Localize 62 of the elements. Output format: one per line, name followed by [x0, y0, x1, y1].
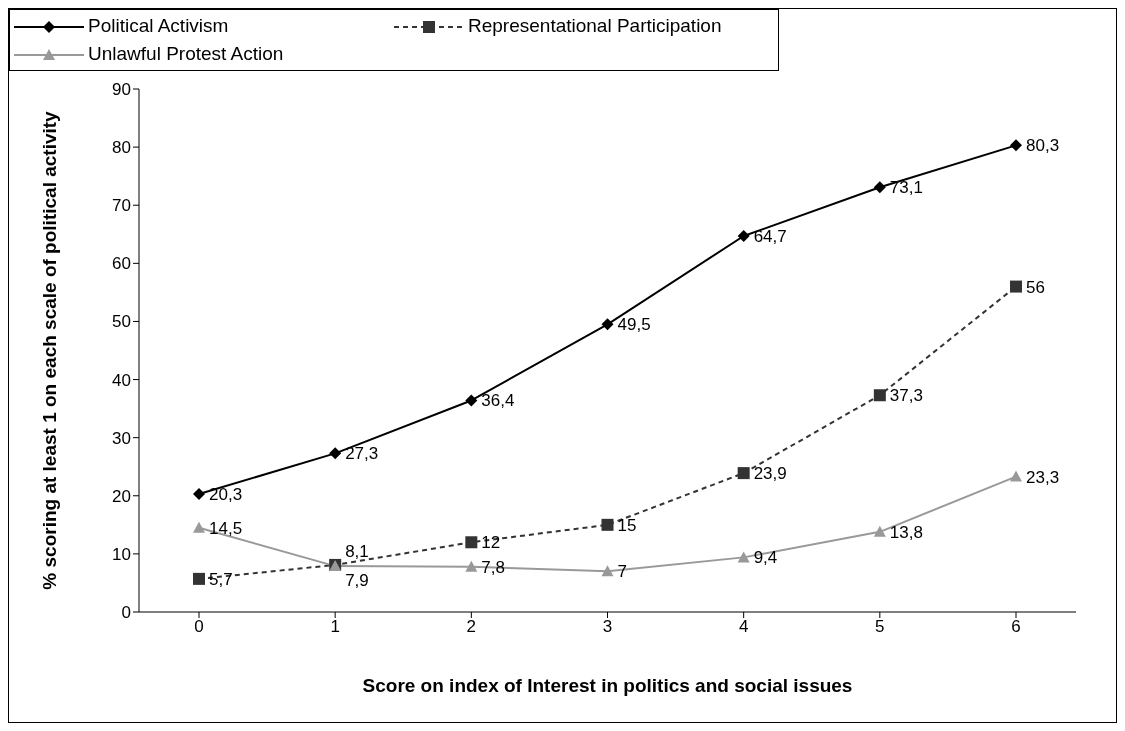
- data-label: 13,8: [889, 522, 923, 542]
- data-label: 49,5: [617, 315, 651, 335]
- point: [465, 394, 478, 407]
- legend-label: Political Activism: [87, 14, 230, 38]
- data-label: 56: [1026, 277, 1045, 297]
- y-tick-label: 40: [112, 370, 131, 390]
- x-tick-label: 5: [875, 617, 885, 637]
- data-label: 8,1: [345, 541, 369, 561]
- point: [737, 551, 750, 563]
- point: [737, 467, 750, 480]
- point: [601, 318, 614, 331]
- y-tick-label: 30: [112, 428, 131, 448]
- y-tick-label: 50: [112, 312, 131, 332]
- y-tick-label: 70: [112, 196, 131, 216]
- y-tick-label: 20: [112, 486, 131, 506]
- data-label: 73,1: [889, 178, 923, 198]
- point: [193, 488, 205, 501]
- point: [193, 521, 205, 533]
- y-tick-label: 10: [112, 544, 131, 564]
- x-tick-label: 4: [738, 617, 749, 637]
- legend-label: Representational Participation: [467, 14, 723, 38]
- data-label: 12: [481, 533, 501, 553]
- x-tick-label: 6: [1011, 617, 1021, 637]
- point: [601, 518, 614, 531]
- point: [1010, 139, 1022, 152]
- point: [873, 389, 886, 402]
- x-axis-title: Score on index of Interest in politics and social issues: [362, 675, 853, 696]
- data-label: 5,7: [209, 569, 233, 589]
- data-label: 27,3: [345, 444, 379, 464]
- x-tick-label: 0: [194, 617, 204, 637]
- y-tick-label: 0: [121, 603, 131, 623]
- y-tick-label: 60: [112, 254, 131, 274]
- data-label: 80,3: [1026, 136, 1060, 156]
- y-tick-label: 80: [112, 138, 131, 158]
- x-tick-label: 2: [466, 617, 477, 637]
- point: [329, 447, 342, 460]
- point: [465, 536, 478, 549]
- point: [873, 181, 886, 194]
- data-label: 14,5: [209, 518, 243, 538]
- point: [193, 572, 205, 585]
- y-axis-title: % scoring at least 1 on each scale of political activity: [38, 110, 60, 590]
- x-tick-label: 3: [602, 617, 613, 637]
- point: [601, 565, 614, 577]
- data-label: 7,8: [481, 557, 505, 577]
- point: [873, 525, 886, 537]
- data-label: 15: [617, 515, 637, 535]
- data-label: 36,4: [481, 391, 515, 411]
- data-label: 7,9: [345, 571, 369, 591]
- data-label: 23,3: [1026, 467, 1060, 487]
- data-label: 23,9: [753, 464, 787, 484]
- data-label: 9,4: [753, 548, 778, 568]
- x-tick-label: 1: [330, 617, 340, 637]
- point: [1010, 470, 1022, 482]
- legend-label: Unlawful Protest Action: [87, 42, 285, 66]
- data-label: 64,7: [753, 227, 787, 247]
- data-label: 7: [617, 562, 627, 582]
- point: [737, 230, 750, 243]
- data-label: 20,3: [209, 485, 243, 505]
- data-label: 37,3: [889, 386, 923, 406]
- point: [465, 560, 478, 572]
- point: [1010, 280, 1022, 293]
- y-tick-label: 90: [112, 80, 131, 100]
